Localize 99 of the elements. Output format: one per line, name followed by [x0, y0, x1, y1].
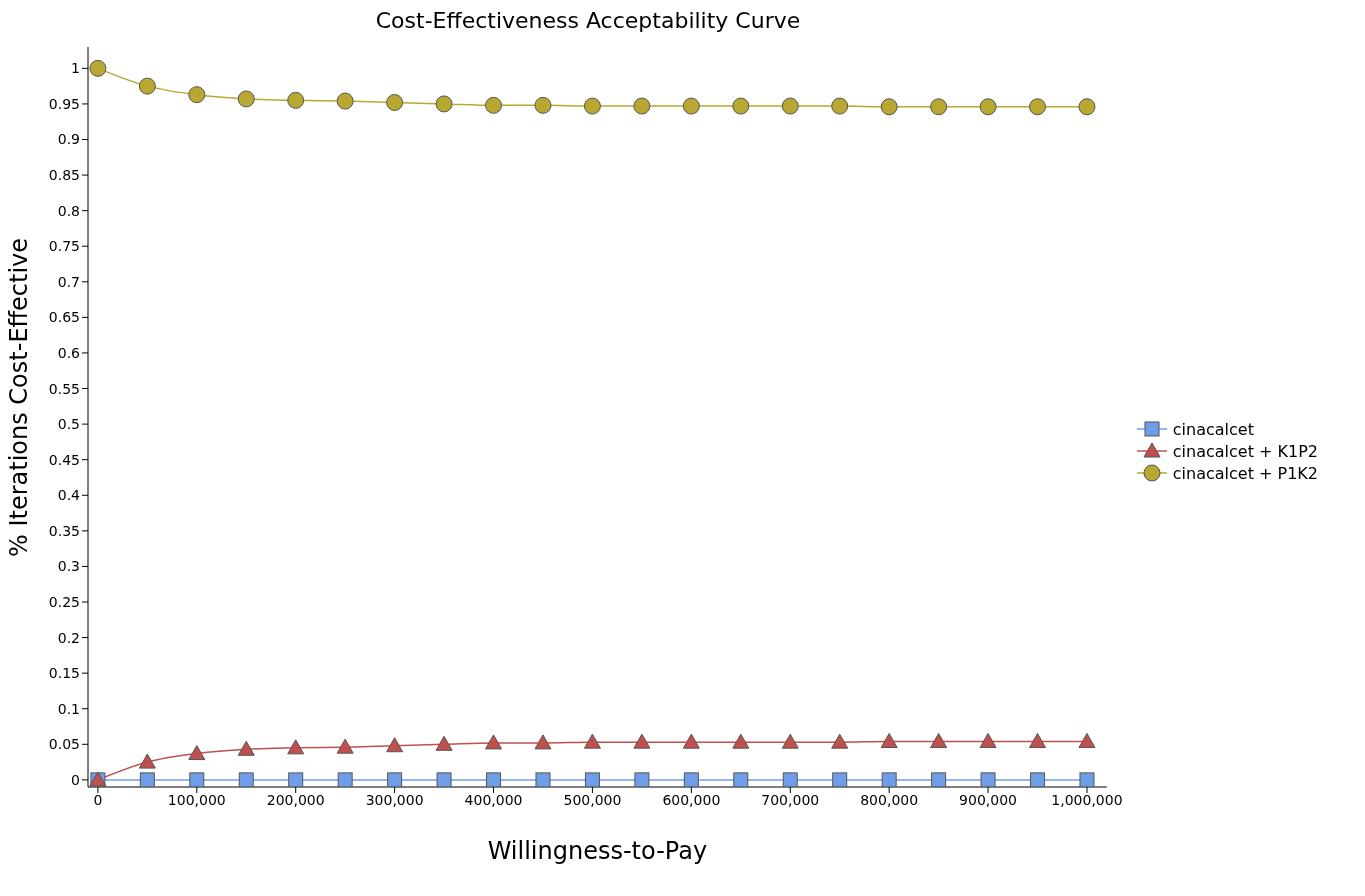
x-tick-label: 200,000 — [266, 791, 325, 808]
point — [781, 733, 799, 749]
point — [336, 92, 354, 110]
point — [682, 733, 700, 749]
y-tick-label: 0.5 — [57, 416, 80, 433]
point — [682, 97, 700, 115]
point — [732, 97, 750, 115]
point — [435, 735, 453, 751]
point — [979, 98, 997, 116]
x-axis-title: Willingness-to-Pay — [487, 837, 708, 865]
point — [238, 772, 254, 787]
point — [386, 94, 404, 111]
point — [583, 733, 601, 749]
x-tick-label: 1,000,000 — [1051, 791, 1123, 808]
point — [782, 772, 798, 787]
point — [633, 733, 651, 749]
x-tick-label: 600,000 — [662, 791, 721, 808]
point — [633, 97, 651, 115]
point — [485, 734, 503, 750]
point — [337, 772, 353, 787]
x-tick-label: 100,000 — [167, 791, 226, 808]
x-tick-label: 400,000 — [464, 791, 523, 808]
y-tick-label: 0.7 — [57, 273, 80, 290]
y-tick-label: 0.75 — [48, 238, 80, 255]
y-tick-label: 0.55 — [48, 380, 80, 397]
y-tick-label: 0.1 — [57, 700, 80, 717]
point — [287, 739, 305, 755]
y-tick-label: 0.45 — [48, 451, 80, 468]
point — [1029, 98, 1047, 116]
legend-label: cinacalcet — [1172, 419, 1254, 439]
y-tick-label: 0 — [71, 771, 80, 788]
point — [188, 745, 206, 761]
y-tick-label: 0.85 — [48, 167, 80, 184]
point — [534, 734, 552, 750]
point — [781, 97, 799, 115]
point — [138, 77, 156, 95]
y-tick-label: 0.2 — [57, 629, 80, 646]
point — [189, 772, 205, 787]
point — [485, 96, 503, 114]
y-tick-label: 0.05 — [48, 736, 80, 753]
point — [1079, 772, 1095, 787]
point — [139, 772, 155, 787]
point — [634, 772, 650, 787]
point — [188, 86, 206, 104]
point — [386, 737, 404, 753]
point — [237, 740, 255, 756]
legend-label: cinacalcet + P1K2 — [1172, 463, 1318, 483]
point — [534, 96, 552, 114]
point — [931, 772, 947, 787]
x-tick-label: 300,000 — [365, 791, 424, 808]
point — [1078, 732, 1096, 748]
point — [435, 95, 453, 113]
y-axis-title: % Iterations Cost-Effective — [4, 237, 33, 557]
point — [436, 772, 452, 787]
y-tick-label: 0.4 — [57, 487, 81, 504]
point — [881, 772, 897, 787]
x-tick-label: 700,000 — [761, 791, 820, 808]
y-tick-label: 0.9 — [57, 131, 80, 148]
y-tick-label: 0.8 — [57, 202, 80, 219]
point — [583, 97, 601, 115]
y-tick-label: 0.15 — [48, 665, 80, 682]
point — [880, 98, 898, 116]
y-tick-label: 0.65 — [48, 309, 80, 326]
point — [1029, 732, 1047, 748]
y-tick-label: 0.3 — [57, 558, 80, 575]
point — [288, 772, 304, 787]
legend-label: cinacalcet + K1P2 — [1172, 441, 1318, 461]
point — [979, 732, 997, 748]
point — [1078, 98, 1096, 116]
y-tick-label: 0.6 — [57, 344, 81, 361]
point — [138, 753, 156, 769]
y-tick-label: 1 — [71, 60, 80, 77]
point — [831, 97, 849, 115]
y-tick-label: 0.95 — [48, 95, 80, 112]
point — [980, 772, 996, 787]
x-tick-label: 900,000 — [959, 791, 1018, 808]
x-tick-label: 0 — [93, 791, 103, 808]
point — [683, 772, 699, 787]
point — [732, 733, 750, 749]
point — [930, 732, 948, 748]
point — [880, 732, 898, 748]
point — [336, 738, 354, 754]
point — [831, 733, 849, 749]
chart-title: Cost-Effectiveness Acceptability Curve — [374, 8, 802, 33]
x-tick-label: 500,000 — [563, 791, 622, 808]
point — [584, 772, 600, 787]
point — [89, 59, 107, 77]
point — [237, 90, 255, 108]
point — [287, 91, 305, 109]
y-tick-label: 0.25 — [48, 593, 80, 610]
y-tick-label: 0.35 — [48, 522, 80, 539]
point — [733, 772, 749, 787]
point — [1030, 772, 1046, 787]
point — [387, 772, 403, 787]
point — [535, 772, 551, 787]
point — [486, 772, 502, 787]
point — [832, 772, 848, 787]
point — [930, 98, 948, 116]
x-tick-label: 800,000 — [860, 791, 919, 808]
